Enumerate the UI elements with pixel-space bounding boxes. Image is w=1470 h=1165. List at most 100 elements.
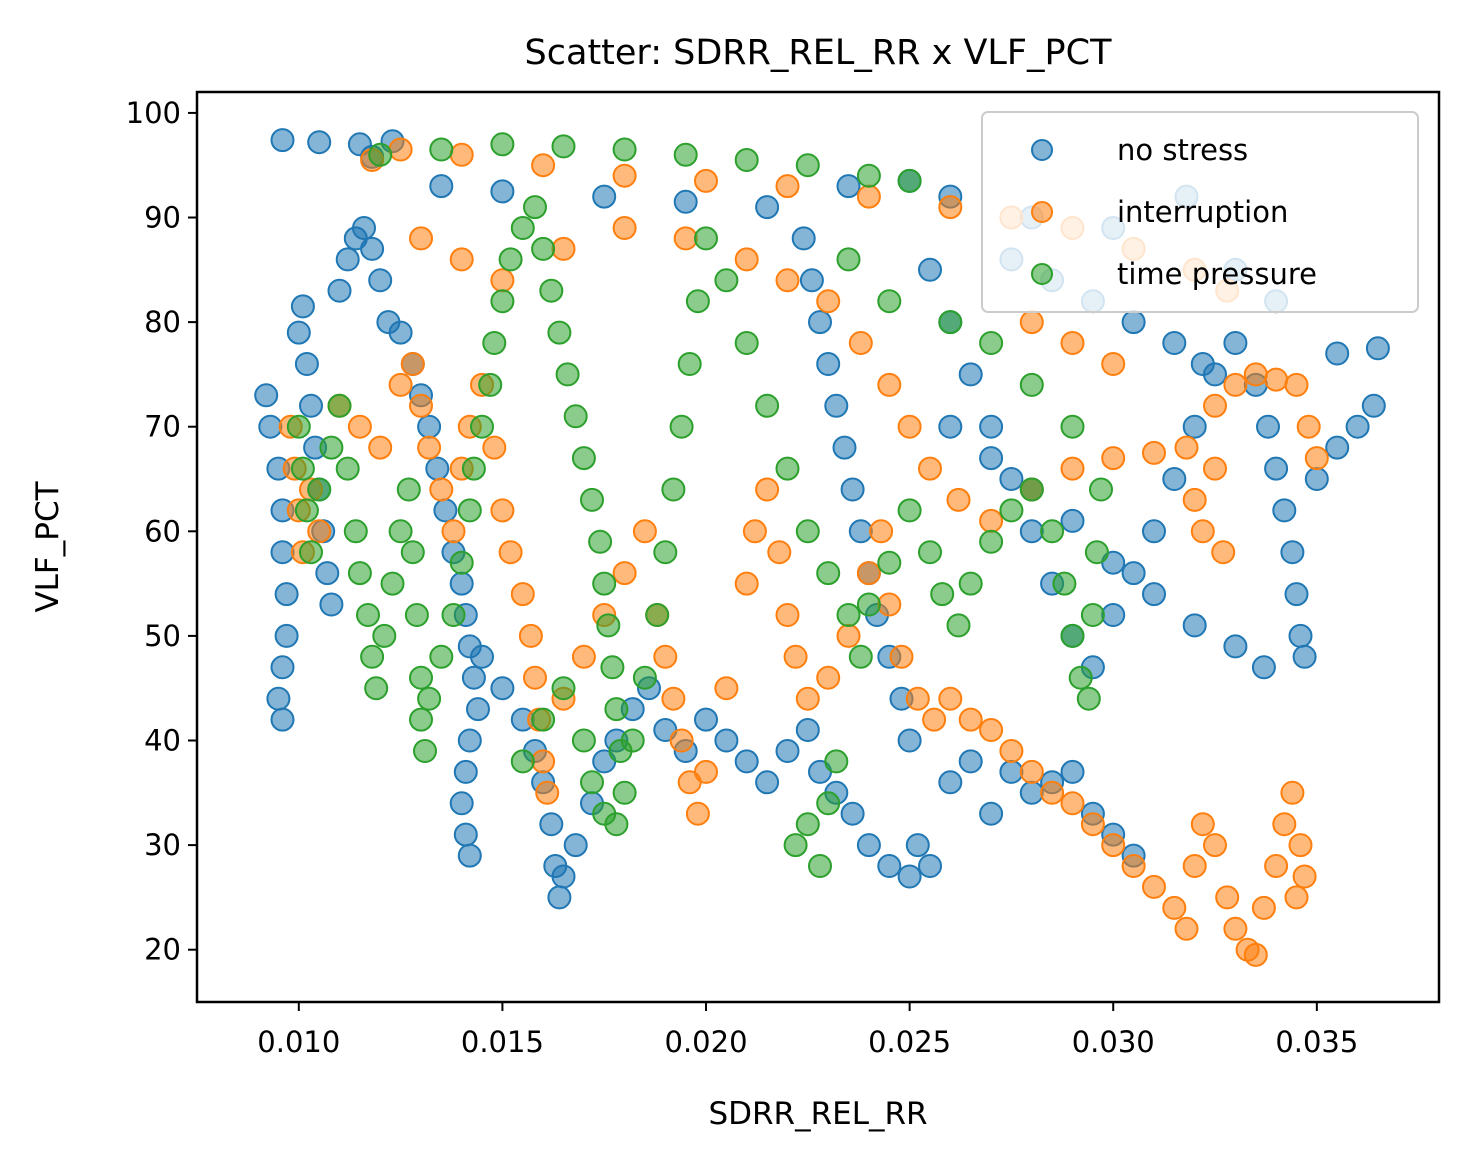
data-point xyxy=(1101,833,1126,858)
data-point xyxy=(409,707,433,732)
data-point xyxy=(551,236,576,261)
data-point xyxy=(551,676,576,701)
data-point xyxy=(755,477,780,502)
data-point xyxy=(1019,519,1044,544)
data-point xyxy=(1060,791,1085,816)
data-point xyxy=(734,749,759,774)
data-point xyxy=(897,498,922,523)
data-point xyxy=(979,529,1004,554)
data-point xyxy=(714,728,739,753)
data-point xyxy=(1162,331,1187,355)
x-tick-label: 0.010 xyxy=(257,1025,340,1059)
data-point xyxy=(449,791,474,816)
data-point xyxy=(453,759,478,784)
data-point xyxy=(1060,508,1085,533)
data-point xyxy=(1019,372,1044,397)
data-point xyxy=(979,508,1004,533)
data-point xyxy=(1101,603,1126,627)
data-point xyxy=(958,571,983,596)
data-point xyxy=(1060,759,1085,784)
data-point xyxy=(388,320,413,345)
data-point xyxy=(685,801,710,826)
data-point xyxy=(449,142,474,167)
data-point xyxy=(347,561,372,586)
data-point xyxy=(1292,644,1317,669)
data-point xyxy=(1190,812,1215,837)
plot-frame xyxy=(195,90,1441,1004)
data-point xyxy=(1182,613,1207,638)
data-point xyxy=(742,519,767,544)
data-point xyxy=(918,854,942,878)
data-point xyxy=(1203,393,1227,418)
data-point xyxy=(938,770,963,795)
legend-label: time pressure xyxy=(1117,257,1317,291)
data-point xyxy=(816,791,841,816)
data-point xyxy=(482,435,507,460)
data-point xyxy=(767,540,792,565)
data-point xyxy=(877,592,902,617)
data-point xyxy=(286,320,311,345)
data-point xyxy=(490,179,515,204)
data-point xyxy=(824,749,849,774)
data-point xyxy=(795,519,820,544)
data-point xyxy=(795,718,820,742)
data-point xyxy=(848,519,873,544)
data-point xyxy=(979,414,1004,439)
data-point xyxy=(417,435,442,460)
data-point xyxy=(897,414,922,439)
y-tick-label: 40 xyxy=(144,724,181,758)
data-point xyxy=(755,393,780,418)
data-point xyxy=(1292,864,1317,889)
data-point xyxy=(877,550,902,575)
data-point xyxy=(877,372,902,397)
data-point xyxy=(433,498,458,523)
data-point xyxy=(1190,519,1215,544)
data-point xyxy=(612,163,637,188)
data-point xyxy=(1121,310,1146,335)
data-point xyxy=(1284,885,1309,910)
data-point xyxy=(824,393,849,418)
data-point xyxy=(755,195,780,220)
data-point xyxy=(343,519,368,544)
data-point xyxy=(254,383,279,408)
data-point xyxy=(498,247,523,272)
data-point xyxy=(836,247,861,272)
data-point xyxy=(1325,341,1350,366)
data-point xyxy=(673,189,698,214)
data-point xyxy=(429,174,454,199)
y-tick-label: 100 xyxy=(126,96,181,130)
data-point xyxy=(400,352,425,376)
data-point xyxy=(490,289,515,314)
y-axis: 20 30 40 50 60 70 80 90 100 xyxy=(126,96,197,967)
data-point xyxy=(1264,367,1289,392)
data-point xyxy=(856,561,881,586)
data-point xyxy=(1288,623,1313,648)
data-point xyxy=(918,456,942,481)
data-point xyxy=(775,739,800,763)
data-point xyxy=(632,519,657,544)
data-point xyxy=(461,456,486,481)
data-point xyxy=(470,644,494,669)
data-point xyxy=(356,603,380,627)
data-point xyxy=(274,623,299,648)
data-point xyxy=(1068,665,1093,690)
data-point xyxy=(816,352,841,376)
data-point xyxy=(441,519,466,544)
data-point xyxy=(1256,414,1280,439)
points-layer xyxy=(254,128,1390,967)
data-point xyxy=(1084,540,1109,565)
data-point xyxy=(694,226,718,251)
data-point xyxy=(461,665,486,690)
data-point xyxy=(592,801,617,826)
data-point xyxy=(563,404,588,429)
data-point xyxy=(372,623,397,648)
data-point xyxy=(856,833,881,858)
data-point xyxy=(958,749,983,774)
data-point xyxy=(999,498,1024,523)
data-point xyxy=(1142,519,1166,544)
data-point xyxy=(388,372,413,397)
data-point xyxy=(979,801,1004,826)
data-point xyxy=(531,153,556,178)
legend-marker xyxy=(1031,201,1053,223)
data-point xyxy=(1345,414,1370,439)
